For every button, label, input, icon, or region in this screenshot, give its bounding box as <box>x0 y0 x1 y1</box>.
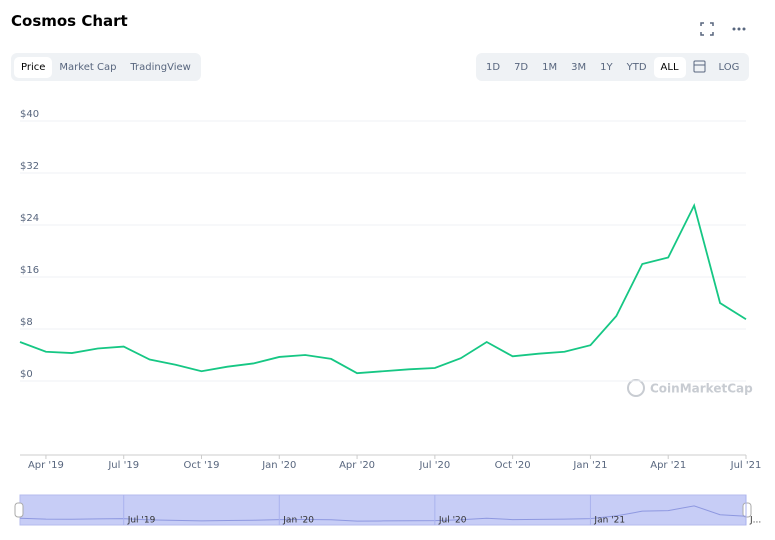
fullscreen-icon[interactable] <box>700 22 714 36</box>
y-tick-label: $40 <box>20 109 39 120</box>
dot <box>742 27 746 31</box>
watermark: CoinMarketCap <box>650 382 753 396</box>
x-tick-label: Apr '19 <box>28 460 64 471</box>
navigator-line <box>19 505 747 522</box>
x-tick-label: Oct '20 <box>495 460 531 471</box>
tab-group: Price Market Cap TradingView <box>11 53 201 81</box>
icons <box>700 22 746 36</box>
dot <box>737 27 741 31</box>
range-group: 1D 7D 1M 3M 1Y YTD ALL LOG <box>476 53 750 81</box>
navigator[interactable] <box>19 494 747 526</box>
range-button[interactable]: 1M <box>542 61 558 73</box>
navigator-label: J... <box>749 516 761 526</box>
y-tick-label: $0 <box>20 369 33 380</box>
x-tick-label: Jul '20 <box>418 460 450 471</box>
navigator-label: Jul '20 <box>438 516 467 526</box>
y-tick-label: $32 <box>20 161 39 172</box>
x-tick-label: Apr '20 <box>339 460 375 471</box>
calendar-icon[interactable] <box>686 59 712 75</box>
range-button[interactable]: 7D <box>514 61 529 73</box>
x-tick-label: Jan '20 <box>261 460 296 471</box>
range-button[interactable]: YTD <box>626 61 647 73</box>
navigator-label: Jan '21 <box>593 516 625 526</box>
dot[interactable] <box>732 27 736 31</box>
navigator-handle[interactable] <box>742 502 752 518</box>
tab[interactable]: TradingView <box>130 61 191 73</box>
tab[interactable]: Market Cap <box>59 61 117 73</box>
log-button[interactable]: LOG <box>718 61 740 73</box>
navigator-handle[interactable] <box>14 502 24 518</box>
y-tick-label: $8 <box>20 317 33 328</box>
x-tick-label: Apr '21 <box>650 460 686 471</box>
navigator-label: Jul '19 <box>127 516 156 526</box>
y-tick-label: $24 <box>20 213 39 224</box>
range-button[interactable]: 1Y <box>600 61 613 73</box>
watermark-logo <box>627 379 645 397</box>
range-button[interactable]: 1D <box>486 61 501 73</box>
range-button[interactable]: 3M <box>571 61 587 73</box>
x-tick-label: Jan '21 <box>572 460 607 471</box>
price-line <box>19 202 747 375</box>
y-tick-label: $16 <box>20 265 39 276</box>
x-tick-label: Oct '19 <box>184 460 220 471</box>
x-tick-label: Jul '19 <box>107 460 139 471</box>
x-tick-label: Jul '21 <box>730 460 762 471</box>
navigator-label: Jan '20 <box>282 516 314 526</box>
tab[interactable]: Price <box>14 56 53 78</box>
range-button[interactable]: ALL <box>653 56 686 78</box>
chart-title: Cosmos Chart <box>11 12 128 30</box>
